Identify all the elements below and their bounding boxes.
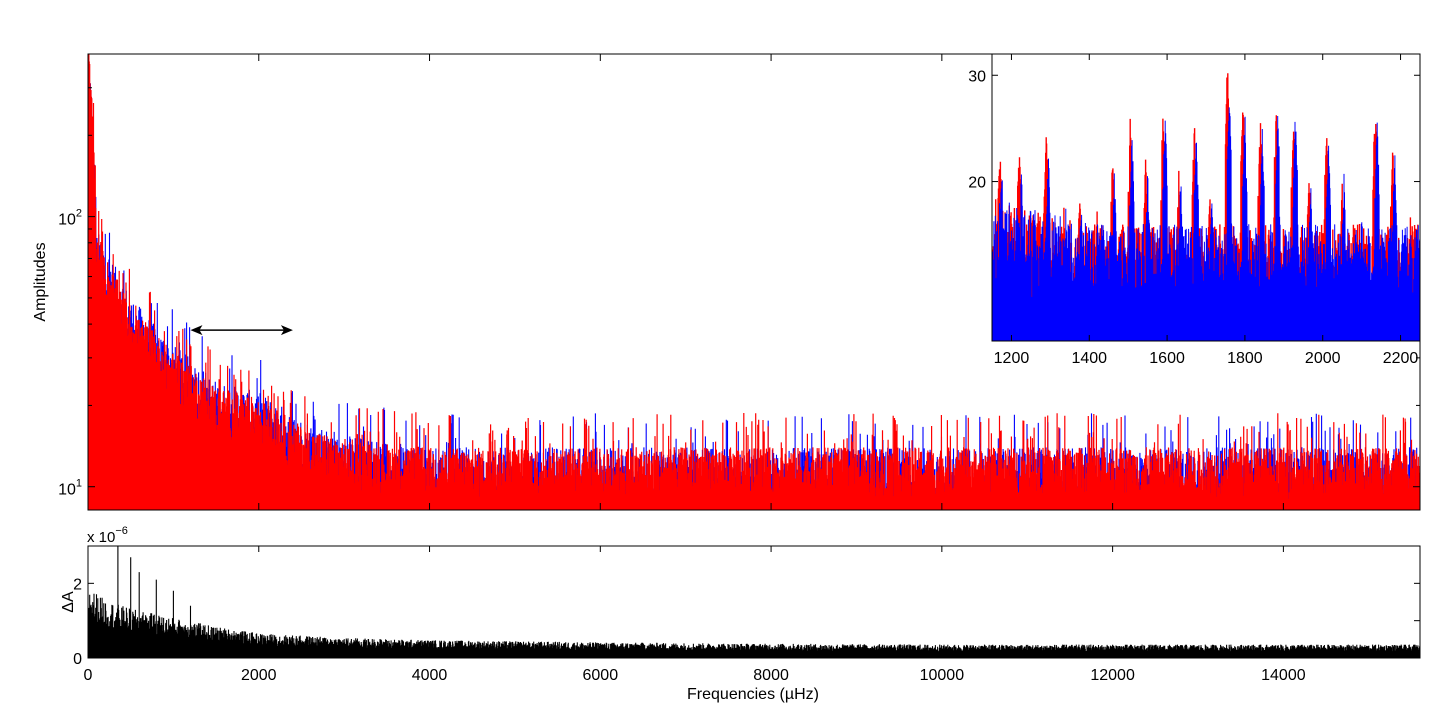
inset-series-blue [992, 107, 1420, 341]
main-ytick-label: 102 [58, 208, 82, 229]
main-ytick-label: 101 [58, 478, 82, 499]
residual-xtick-label: 2000 [241, 667, 277, 684]
inset-xtick-label: 1200 [994, 350, 1030, 367]
residual-series [88, 546, 1420, 658]
main-panel: 101 102 [58, 53, 1421, 511]
inset-xtick-label: 2200 [1383, 350, 1419, 367]
residual-ytick-label: 2 [73, 576, 82, 593]
inset-xtick-label: 1400 [1071, 350, 1107, 367]
residual-ytick-label: 0 [73, 651, 82, 668]
main-series-red [88, 54, 1420, 510]
scale-note-exp: −6 [115, 525, 128, 537]
annotation-arrow-head-right [280, 325, 293, 336]
residual-xtick-label: 12000 [1090, 667, 1135, 684]
residual-xtick-label: 0 [84, 667, 93, 684]
inset-xtick-label: 1600 [1149, 350, 1185, 367]
inset-xtick-label: 1800 [1227, 350, 1263, 367]
residual-xtick-label: 8000 [753, 667, 789, 684]
inset-xtick-label: 2000 [1305, 350, 1341, 367]
annotation-arrow-head-left [190, 325, 203, 336]
xlabel: Frequencies (µHz) [687, 686, 819, 703]
residual-xtick-label: 14000 [1261, 667, 1306, 684]
inset-ytick-label: 30 [968, 68, 986, 85]
inset-axes-frame [991, 53, 1421, 342]
residual-scale-note: x 10−6 [87, 525, 128, 546]
residual-xtick-label: 10000 [920, 667, 965, 684]
scale-note-base: x 10 [87, 529, 115, 546]
inset-ytick-label: 20 [968, 175, 986, 192]
residual-xtick-label: 4000 [412, 667, 448, 684]
main-ylabel: Amplitudes [32, 242, 49, 321]
residual-panel: 0 2000 4000 6000 8000 10000 12000 14000 0 2 [73, 545, 1421, 684]
residual-xtick-label: 6000 [583, 667, 619, 684]
inset-panel: 1200 1400 1600 1800 2000 2200 20 30 [968, 53, 1421, 367]
residual-ylabel: ΔA [60, 591, 77, 613]
residual-axes-frame [87, 545, 1421, 659]
